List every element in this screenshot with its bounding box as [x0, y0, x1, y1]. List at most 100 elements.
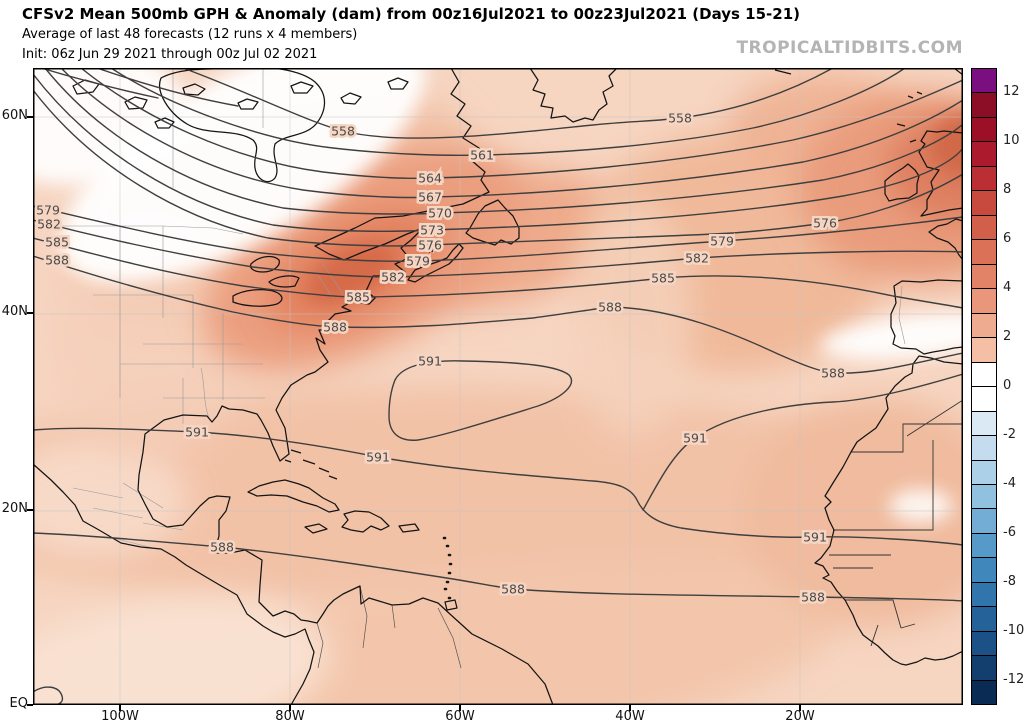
- colorbar-segment: [972, 165, 996, 191]
- contour-label: 588: [501, 582, 525, 597]
- x-axis-label: 80W: [275, 709, 305, 724]
- lesser-antilles: [442, 536, 453, 600]
- anomaly-blob: [60, 68, 426, 283]
- contour-label: 591: [418, 354, 442, 369]
- colorbar-segment: [972, 337, 996, 362]
- colorbar-segment: [972, 288, 996, 313]
- contour-label: 579: [406, 254, 430, 269]
- colorbar-segment: [972, 532, 996, 558]
- contour-label: 588: [821, 366, 845, 381]
- contour-label: 564: [418, 171, 442, 186]
- colorbar-tick-label: -8: [1003, 574, 1016, 589]
- contour-label: 570: [428, 206, 452, 221]
- anomaly-blob: [820, 312, 963, 360]
- colorbar-segment: [972, 483, 996, 509]
- south-america-borders: [316, 585, 462, 669]
- contour-570: [44, 68, 963, 215]
- colorbar-segment: [972, 190, 996, 215]
- contour-labels-layer: 5585585615645675705735765765795795795825…: [34, 108, 848, 607]
- colorbar-tick-label: 8: [1003, 182, 1012, 197]
- pacific-coast: [33, 463, 315, 705]
- y-axis-label: 60N: [1, 108, 28, 123]
- anomaly-blob: [573, 198, 693, 438]
- contour-label: 588: [801, 590, 825, 605]
- contour-579: [33, 205, 963, 262]
- chart-subtitle: Average of last 48 forecasts (12 runs x …: [22, 27, 358, 42]
- contour-558: [182, 68, 834, 139]
- colorbar-segment: [972, 435, 996, 460]
- colorbar-segment: [972, 606, 996, 631]
- contour-label: 558: [668, 111, 692, 126]
- contour-588: [33, 255, 963, 374]
- x-axis-tick: [119, 705, 121, 711]
- colorbar-tick-label: -4: [1003, 476, 1016, 491]
- contour-label: 591: [683, 431, 707, 446]
- anomaly-blob: [33, 597, 331, 705]
- colorbar-tick-label: 10: [1003, 133, 1020, 148]
- great-lakes: [232, 255, 300, 307]
- x-axis-tick: [459, 705, 461, 711]
- anomaly-blob: [889, 489, 953, 523]
- colorbar-tick-label: -10: [1003, 623, 1024, 638]
- contour-label: 588: [323, 320, 347, 335]
- contour-label: 582: [381, 270, 405, 285]
- tropicaltidbits-watermark: TROPICALTIDBITS.COM: [736, 38, 963, 58]
- greenland-tip: [529, 68, 618, 123]
- colorbar-tick-label: 6: [1003, 231, 1012, 246]
- y-axis-label: EQ: [9, 696, 28, 711]
- colorbar-segment: [972, 630, 996, 656]
- us-canada-mexico-state-borders: [33, 68, 906, 549]
- contour-label: 585: [651, 271, 675, 286]
- hispaniola: [341, 510, 390, 533]
- height-contours-layer: [33, 68, 963, 705]
- colorbar-segment: [972, 141, 996, 166]
- colorbar-segment: [972, 263, 996, 289]
- colorbar-segment: [972, 557, 996, 582]
- contour-573: [33, 73, 963, 232]
- jamaica: [304, 523, 328, 534]
- colorbar-segment: [972, 581, 996, 607]
- colorbar-segment: [972, 214, 996, 240]
- y-axis-tick: [27, 509, 33, 511]
- colorbar-segment: [972, 508, 996, 533]
- x-axis-label: 60W: [445, 709, 475, 724]
- contour-567: [60, 68, 963, 199]
- contour-label: 576: [813, 216, 837, 231]
- colorbar-segment: [972, 239, 996, 264]
- mainland-north-america: [137, 68, 554, 705]
- colorbar-segment: [972, 459, 996, 484]
- colorbar-segment: [972, 116, 996, 142]
- bahamas: [284, 449, 338, 480]
- x-axis-tick: [799, 705, 801, 711]
- contour-591: [388, 360, 572, 441]
- y-axis-label: 20N: [1, 501, 28, 516]
- puerto-rico: [398, 523, 420, 533]
- contour-label: 561: [470, 148, 494, 163]
- y-axis-label: 40N: [1, 304, 28, 319]
- contour-label: 585: [346, 290, 370, 305]
- x-axis-label: 40W: [615, 709, 645, 724]
- map-border: [33, 68, 963, 705]
- contour-561: [110, 68, 906, 157]
- colorbar-tick-label: 2: [1003, 329, 1012, 344]
- graticule-layer: [33, 68, 963, 705]
- hudson-bay: [159, 68, 326, 183]
- x-axis-tick: [289, 705, 291, 711]
- contour-label: 579: [36, 203, 60, 218]
- iberia: [890, 279, 963, 355]
- trinidad: [444, 599, 458, 611]
- coastline-layer: [33, 68, 963, 705]
- contour-label: 579: [710, 234, 734, 249]
- colorbar-segment: [972, 92, 996, 117]
- colorbar-segment: [972, 655, 996, 680]
- colorbar-tick-label: 0: [1003, 378, 1012, 393]
- contour-588: [33, 532, 963, 602]
- contour-label: 591: [185, 425, 209, 440]
- contour-label: 558: [331, 124, 355, 139]
- y-axis-tick: [27, 704, 33, 706]
- chart-title: CFSv2 Mean 500mb GPH & Anomaly (dam) fro…: [22, 5, 801, 23]
- x-axis-tick: [629, 705, 631, 711]
- contour-label: 576: [418, 238, 442, 253]
- colorbar-tick-label: 12: [1003, 84, 1020, 99]
- x-axis-label: 100W: [101, 709, 139, 724]
